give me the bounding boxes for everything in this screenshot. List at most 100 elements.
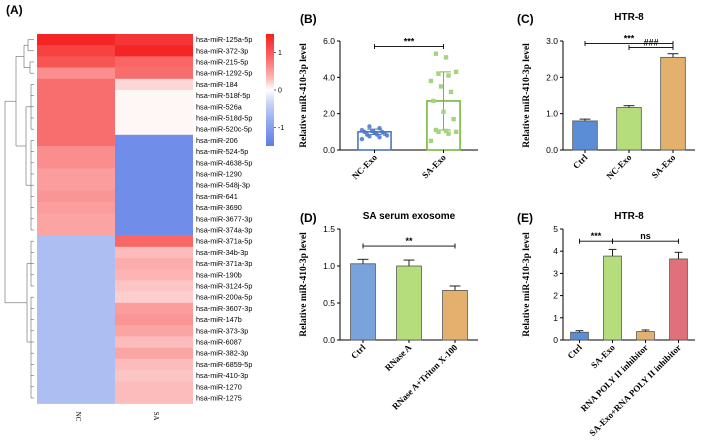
bar <box>660 56 686 151</box>
heatmap-cell <box>37 246 115 259</box>
error-bar <box>357 258 369 264</box>
heatmap-row-label: hsa-miR-4638-5p <box>196 158 252 167</box>
colorbar <box>266 34 274 146</box>
heatmap-cell <box>115 235 193 248</box>
bar-panel-e: (E) HTR-8 Relative miR-410-3p level 0 1 2 3 4 5 C… <box>517 211 695 438</box>
heatmap-cell <box>115 325 193 337</box>
error-bar <box>579 118 591 121</box>
heatmap-row-label: hsa-miR-125a-5p <box>196 35 252 44</box>
heatmap-cell <box>37 168 115 180</box>
heatmap-cell <box>115 146 193 158</box>
heatmap-row-label: hsa-miR-190b <box>196 270 242 279</box>
significance-bracket <box>612 238 679 244</box>
heatmap-cell <box>115 392 193 404</box>
heatmap-cell <box>115 280 193 292</box>
heatmap-cell <box>115 269 193 281</box>
heatmap-cell <box>115 190 193 203</box>
heatmap-cell <box>37 325 115 337</box>
heatmap-row-label: hsa-miR-410-3p <box>196 371 248 380</box>
data-point <box>359 127 365 133</box>
significance-label: ** <box>405 236 413 246</box>
data-point <box>436 129 441 135</box>
heatmap-row-label: hsa-miR-524-5p <box>196 147 248 156</box>
panel-letter-a: (A) <box>6 3 23 17</box>
heatmap-cell <box>37 45 115 57</box>
dendrogram <box>4 39 34 399</box>
heatmap-cell <box>37 336 115 348</box>
x-category-label: Ctrl <box>566 342 585 361</box>
data-point <box>428 138 434 144</box>
heatmap-row-label: hsa-miR-1290 <box>196 169 242 178</box>
heatmap-row-label: hsa-miR-215-5p <box>196 57 248 66</box>
heatmap-cell <box>37 134 115 147</box>
y-tick-label: 4.0 <box>323 72 335 82</box>
y-tick-label: 0.0 <box>546 145 558 155</box>
y-tick-label: 1 <box>553 313 558 323</box>
heatmap-cell <box>37 56 115 68</box>
bar-panel-c: (C) HTR-8 Relative miR-410-3p level 0.0 1.0 2… <box>517 12 695 181</box>
heatmap-row-label: hsa-miR-520c-5p <box>196 125 252 134</box>
error-bar <box>403 259 415 266</box>
heatmap-row-label: hsa-miR-3677-3p <box>196 214 252 223</box>
panel-letter: (C) <box>517 12 534 26</box>
y-tick-label: 0.0 <box>323 335 335 345</box>
heatmap-cell <box>115 134 193 147</box>
y-tick-label: 3 <box>553 268 558 278</box>
panel-title: SA serum exosome <box>363 211 456 222</box>
y-tick-label: 6.0 <box>323 36 335 46</box>
data-point <box>446 131 451 136</box>
heatmap-cell <box>115 302 193 315</box>
error-bar <box>608 248 617 257</box>
heatmap-row-label: hsa-miR-373-3p <box>196 326 248 335</box>
significance-label: ### <box>643 38 658 48</box>
data-point <box>448 89 454 95</box>
y-tick-label: 0 <box>553 335 558 345</box>
heatmap-cell <box>37 291 115 304</box>
y-tick-label: 4 <box>553 246 558 256</box>
heatmap-cell <box>37 224 115 236</box>
heatmap-cell <box>115 168 193 180</box>
data-point <box>359 136 365 142</box>
heatmap-cell <box>115 246 193 259</box>
heatmap-cell <box>37 78 115 91</box>
panel-letter: (D) <box>300 211 317 225</box>
heatmap-cell <box>37 314 115 326</box>
heatmap-row-label: hsa-miR-526a <box>196 102 243 111</box>
bar <box>570 331 589 341</box>
heatmap-cell <box>115 90 193 102</box>
data-point <box>436 71 441 76</box>
heatmap-cell <box>115 56 193 68</box>
y-axis-label: Relative miR-410-3p level <box>299 43 309 148</box>
significance-bracket <box>374 43 444 49</box>
bar <box>603 255 622 341</box>
heatmap-cell <box>115 347 193 360</box>
heatmap-cell <box>37 202 115 214</box>
heatmap-row-label: hsa-miR-1270 <box>196 382 242 391</box>
heatmap-cell <box>115 202 193 214</box>
data-point <box>443 55 449 60</box>
data-point <box>369 128 375 134</box>
y-tick-label: 1.0 <box>546 109 558 119</box>
heatmap-cell <box>37 370 115 382</box>
error-bar <box>674 251 683 259</box>
heatmap-row-label: hsa-miR-518d-5p <box>196 113 252 122</box>
heatmap-cell <box>115 213 193 225</box>
error-bar <box>641 329 650 332</box>
heatmap-row-label: hsa-miR-206 <box>196 136 238 145</box>
heatmap-row-label: hsa-miR-6859-5p <box>196 360 252 369</box>
data-point <box>367 124 372 129</box>
heatmap-cell <box>37 213 115 225</box>
heatmap-cell <box>37 381 115 393</box>
significance-label: *** <box>404 36 415 46</box>
bar-panel-d: (D) SA serum exosome Relative miR-410-3p l… <box>299 211 478 412</box>
y-tick-label: 2.0 <box>546 72 558 82</box>
heatmap-cell <box>37 235 115 248</box>
data-point <box>453 129 459 135</box>
heatmap-cell <box>37 112 115 124</box>
heatmap-cell <box>115 45 193 57</box>
heatmap-cell <box>37 123 115 136</box>
bar <box>442 290 468 341</box>
heatmap-row-label: hsa-miR-371a-3p <box>196 259 252 268</box>
bar <box>669 258 688 341</box>
y-tick-label: 3.0 <box>546 36 558 46</box>
